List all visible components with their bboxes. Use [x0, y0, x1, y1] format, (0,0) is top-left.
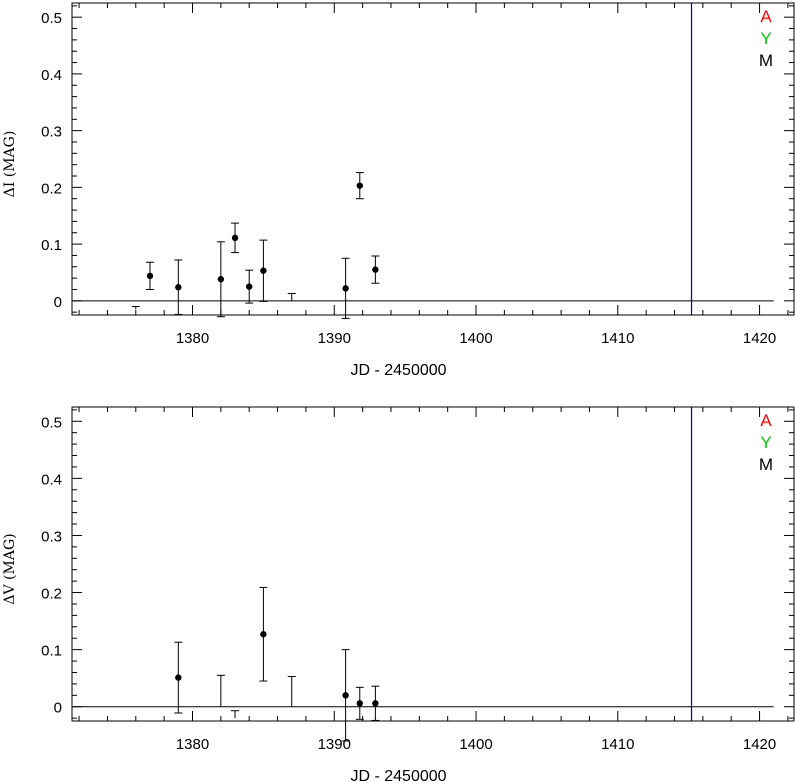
data-point: [356, 700, 363, 707]
x-tick-label: 1390: [318, 330, 351, 347]
legend-entry: M: [759, 455, 773, 474]
x-tick-label: 1420: [743, 736, 776, 753]
data-point: [372, 266, 379, 273]
legend-entry: Y: [760, 29, 771, 48]
x-tick-label: 1400: [459, 736, 492, 753]
x-tick-label: 1380: [176, 330, 209, 347]
legend-entry: Y: [760, 433, 771, 452]
y-tick-label: 0.2: [41, 586, 62, 603]
data-point: [146, 272, 154, 280]
data-point: [260, 267, 267, 274]
chart-panel-2: 1380 1390 1400 1410 1420 0 0.1 0.2 0.3 0.4 0.5 JD -…: [2, 406, 795, 782]
y-tick-label: 0.5: [41, 10, 62, 27]
data-point: [372, 700, 379, 707]
data-point: [175, 284, 182, 291]
data-point: [217, 276, 225, 283]
y-tick-label: 0.2: [41, 180, 62, 197]
y-tick-label: 0: [54, 700, 62, 717]
x-tick-label: 1390: [318, 736, 351, 753]
data-point: [175, 674, 182, 681]
x-axis-title: JD - 2450000: [350, 768, 446, 782]
y-tick-label: 0.4: [41, 67, 62, 84]
x-tick-label: 1380: [176, 736, 209, 753]
y-axis-title: ΔV (MAG): [2, 533, 18, 604]
x-tick-label: 1400: [459, 330, 492, 347]
x-tick-label: 1420: [743, 330, 776, 347]
data-point: [342, 285, 349, 292]
legend-entry: A: [760, 411, 772, 430]
y-tick-label: 0.1: [41, 643, 62, 660]
legend-entry: M: [759, 51, 773, 70]
y-tick-label: 0: [54, 294, 62, 311]
x-tick-label: 1410: [601, 736, 634, 753]
plot-frame: [71, 2, 795, 316]
chart-panel-1: 1380 1390 1400 1410 1420 0 0.1 0.2 0.3 0.4 0.5 JD -…: [2, 2, 795, 379]
data-point: [356, 182, 363, 189]
y-tick-label: 0.3: [41, 124, 62, 141]
y-tick-label: 0.1: [41, 237, 62, 254]
data-point: [260, 631, 267, 638]
x-axis-title: JD - 2450000: [350, 362, 446, 379]
data-point: [342, 692, 349, 699]
data-point: [231, 234, 239, 242]
data-point: [246, 283, 253, 290]
y-axis-title: ΔI (MAG): [2, 131, 18, 198]
y-tick-label: 0.4: [41, 471, 62, 488]
y-tick-label: 0.5: [41, 414, 62, 431]
x-tick-label: 1410: [601, 330, 634, 347]
y-tick-label: 0.3: [41, 528, 62, 545]
plot-frame: [71, 406, 795, 722]
legend-entry: A: [760, 7, 772, 26]
